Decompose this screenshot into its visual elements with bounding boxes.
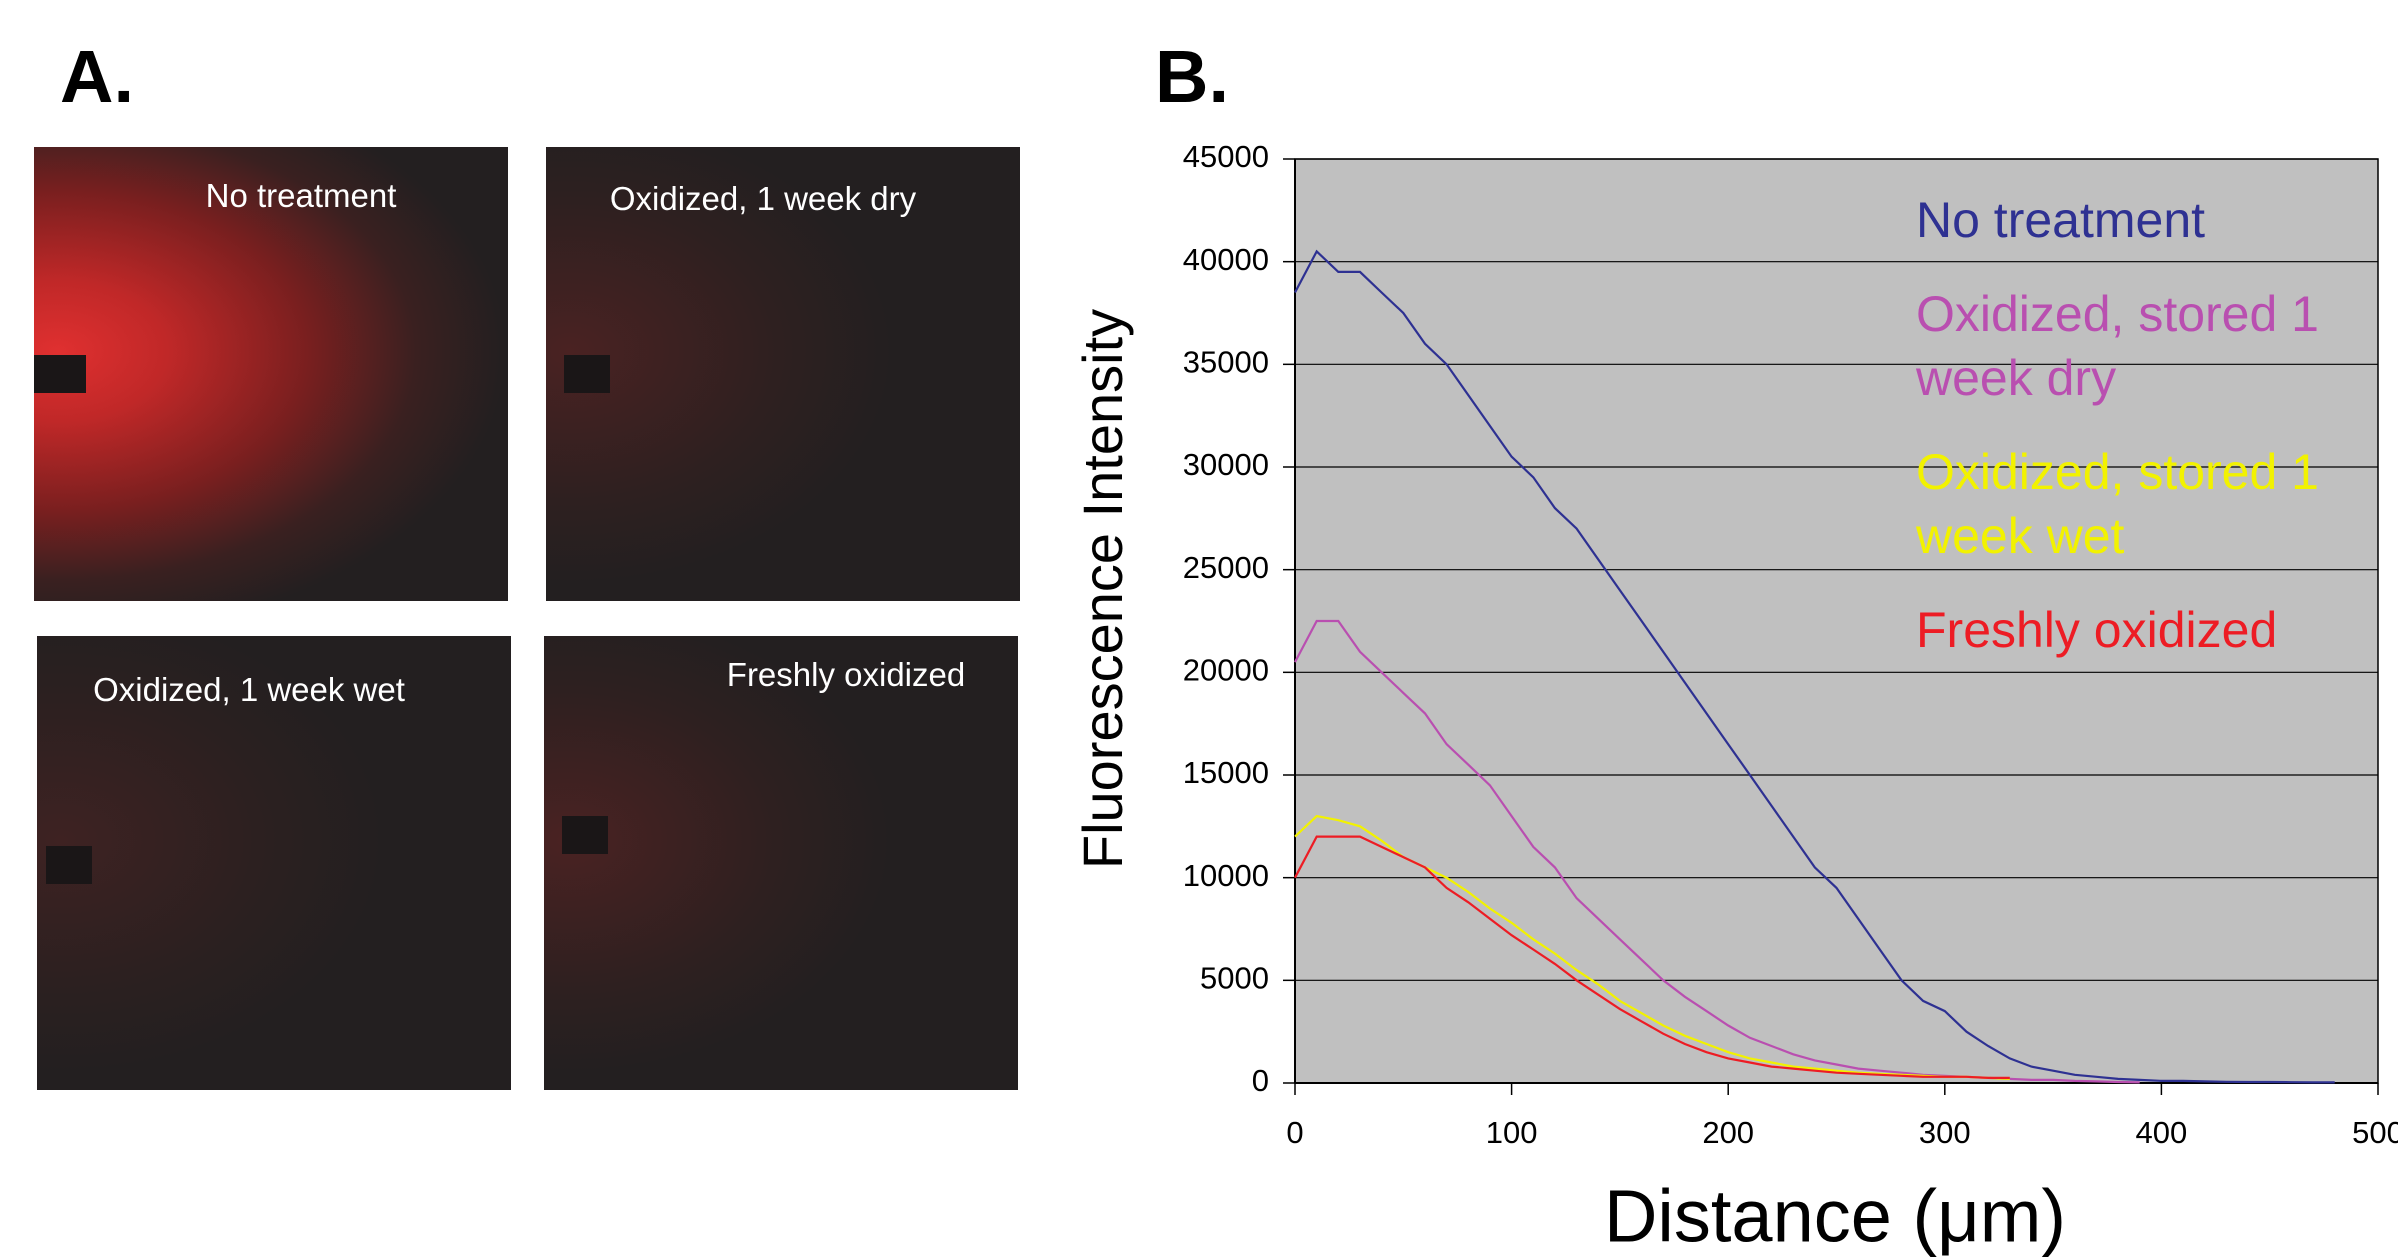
panel-label: B. xyxy=(1155,35,1229,118)
micrograph: Oxidized, 1 week wet xyxy=(37,636,511,1090)
x-tick-label: 100 xyxy=(1486,1115,1538,1150)
y-tick-label: 15000 xyxy=(1183,755,1269,790)
image-caption: Oxidized, 1 week dry xyxy=(609,180,917,217)
legend-entry: Freshly oxidized xyxy=(1916,602,2278,658)
image-caption: Oxidized, 1 week wet xyxy=(93,671,405,708)
y-tick-label: 20000 xyxy=(1183,653,1269,688)
electrode xyxy=(564,355,610,393)
legend-entry: No treatment xyxy=(1916,192,2206,248)
y-tick-label: 40000 xyxy=(1183,242,1269,277)
micrograph: Freshly oxidized xyxy=(544,636,1018,1090)
electrode xyxy=(46,846,92,884)
x-axis-title: Distance (μm) xyxy=(1604,1175,2066,1257)
micrograph: No treatment xyxy=(34,147,508,601)
x-tick-label: 400 xyxy=(2136,1115,2188,1150)
micrograph: Oxidized, 1 week dry xyxy=(546,147,1020,601)
y-tick-label: 25000 xyxy=(1183,550,1269,585)
y-tick-label: 10000 xyxy=(1183,858,1269,893)
panel-label: A. xyxy=(60,35,134,118)
legend: No treatment Oxidized, stored 1 week dry O… xyxy=(1916,188,2336,692)
y-tick-label: 45000 xyxy=(1183,139,1269,174)
electrode xyxy=(562,816,608,854)
x-tick-label: 500 xyxy=(2352,1115,2398,1150)
y-tick-label: 5000 xyxy=(1200,961,1269,996)
x-tick-label: 200 xyxy=(1702,1115,1754,1150)
plot-background xyxy=(1294,158,2379,1084)
legend-entry: Oxidized, stored 1 week wet xyxy=(1916,444,2319,564)
data-line xyxy=(1294,835,2010,1079)
y-tick-label: 35000 xyxy=(1183,345,1269,380)
data-line xyxy=(1294,249,2335,1084)
y-tick-label: 0 xyxy=(1252,1063,1269,1098)
y-tick-label: 30000 xyxy=(1183,447,1269,482)
x-tick-label: 300 xyxy=(1919,1115,1971,1150)
image-caption: Freshly oxidized xyxy=(726,656,966,693)
x-tick-label: 0 xyxy=(1286,1115,1303,1150)
electrode xyxy=(34,355,86,393)
legend-entry: Oxidized, stored 1 week dry xyxy=(1916,286,2319,406)
image-caption: No treatment xyxy=(205,177,397,214)
y-axis-title: Fluorescence Intensity xyxy=(1071,309,1134,869)
